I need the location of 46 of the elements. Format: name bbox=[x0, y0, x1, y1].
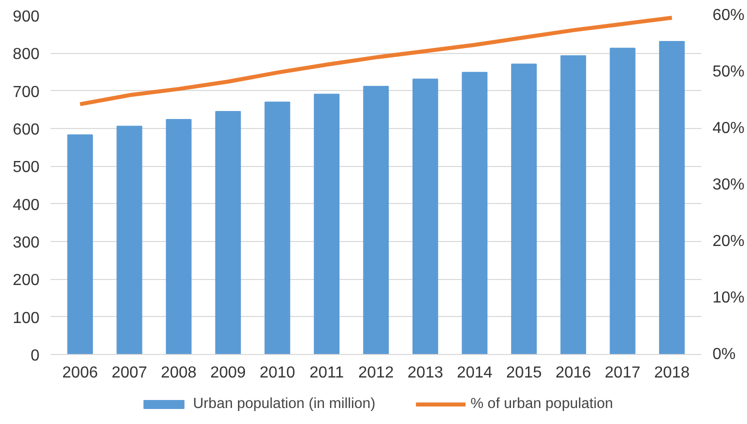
bar bbox=[215, 111, 241, 354]
bar bbox=[412, 78, 438, 354]
y-tick-label: 300 bbox=[12, 234, 40, 252]
bar bbox=[314, 94, 340, 354]
y-tick-label: 500 bbox=[12, 159, 40, 176]
legend-label: Urban population (in million) bbox=[192, 396, 376, 412]
y-tick-label: 400 bbox=[12, 196, 40, 214]
x-tick-label: 2013 bbox=[408, 364, 444, 382]
x-tick-label: 2009 bbox=[210, 364, 246, 382]
y-tick-label: 0 bbox=[30, 348, 40, 364]
x-tick-label: 2015 bbox=[506, 364, 542, 382]
y2-tick-label: 10% bbox=[712, 290, 745, 306]
x-tick-label: 2014 bbox=[456, 364, 493, 382]
x-tick-label: 2012 bbox=[358, 364, 394, 382]
bar bbox=[659, 40, 685, 354]
bar bbox=[166, 118, 192, 354]
x-tick-label: 2011 bbox=[309, 364, 344, 382]
y-tick-label: 700 bbox=[12, 84, 40, 101]
x-tick-label: 2017 bbox=[604, 364, 640, 382]
bar bbox=[363, 86, 389, 354]
y2-tick-label: 20% bbox=[712, 233, 745, 250]
y2-tick-label: 50% bbox=[712, 64, 745, 80]
y-tick-label: 100 bbox=[12, 310, 40, 327]
x-tick-label: 2006 bbox=[62, 364, 98, 382]
y2-tick-label: 0% bbox=[712, 346, 736, 363]
x-tick-label: 2007 bbox=[112, 364, 148, 382]
bar bbox=[511, 64, 537, 354]
line-series bbox=[78, 16, 674, 106]
y-tick-label: 200 bbox=[12, 272, 40, 290]
x-tick-label: 2018 bbox=[654, 364, 690, 382]
legend-label: % of urban population bbox=[470, 396, 614, 412]
bar bbox=[264, 102, 290, 354]
y-tick-label: 600 bbox=[12, 122, 40, 138]
y2-tick-label: 40% bbox=[712, 120, 745, 137]
x-tick-label: 2016 bbox=[555, 364, 592, 382]
bar bbox=[610, 48, 636, 354]
bar bbox=[462, 72, 488, 354]
bar bbox=[560, 55, 586, 354]
y-tick-label: 800 bbox=[12, 46, 40, 64]
bar bbox=[116, 126, 142, 354]
y2-tick-label: 30% bbox=[712, 176, 745, 194]
x-tick-label: 2008 bbox=[160, 364, 197, 382]
bar bbox=[67, 134, 93, 354]
y-tick-label: 900 bbox=[12, 8, 40, 26]
x-tick-label: 2010 bbox=[260, 364, 296, 382]
y2-tick-label: 60% bbox=[712, 7, 745, 24]
